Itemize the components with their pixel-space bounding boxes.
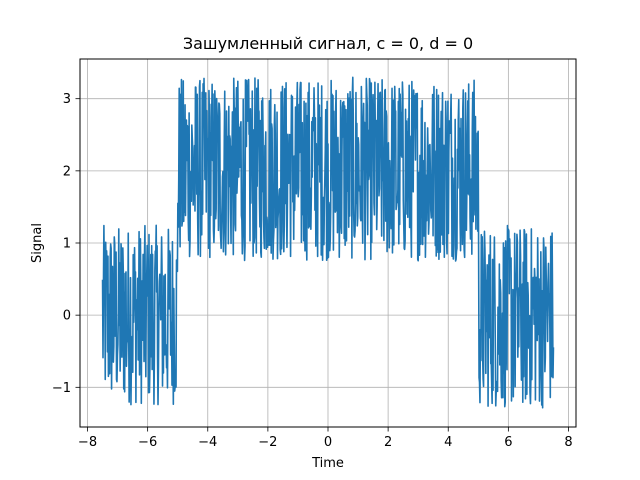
- y-tick-label: 1: [63, 237, 71, 252]
- y-axis-ticks: −1 0 1 2 3: [52, 92, 80, 396]
- y-tick-label: 2: [63, 164, 71, 179]
- y-tick-label: 0: [63, 309, 71, 324]
- signal-series-line: [101, 76, 555, 409]
- x-tick-label: 2: [384, 435, 392, 450]
- x-tick-label: 4: [444, 435, 452, 450]
- y-axis-label: Signal: [30, 223, 45, 263]
- x-tick-label: 6: [504, 435, 512, 450]
- chart-title: Зашумленный сигнал, c = 0, d = 0: [183, 34, 473, 53]
- x-tick-label: −8: [78, 435, 97, 450]
- x-tick-label: −4: [198, 435, 217, 450]
- x-axis-label: Time: [311, 456, 344, 471]
- y-tick-label: 3: [63, 92, 71, 107]
- x-tick-label: −2: [258, 435, 277, 450]
- x-tick-label: −6: [138, 435, 157, 450]
- x-tick-label: 8: [564, 435, 572, 450]
- series-layer: [101, 76, 555, 409]
- y-tick-label: −1: [52, 381, 71, 396]
- x-axis-ticks: −8 −6 −4 −2 0 2 4 6 8: [78, 427, 573, 450]
- x-tick-label: 0: [324, 435, 332, 450]
